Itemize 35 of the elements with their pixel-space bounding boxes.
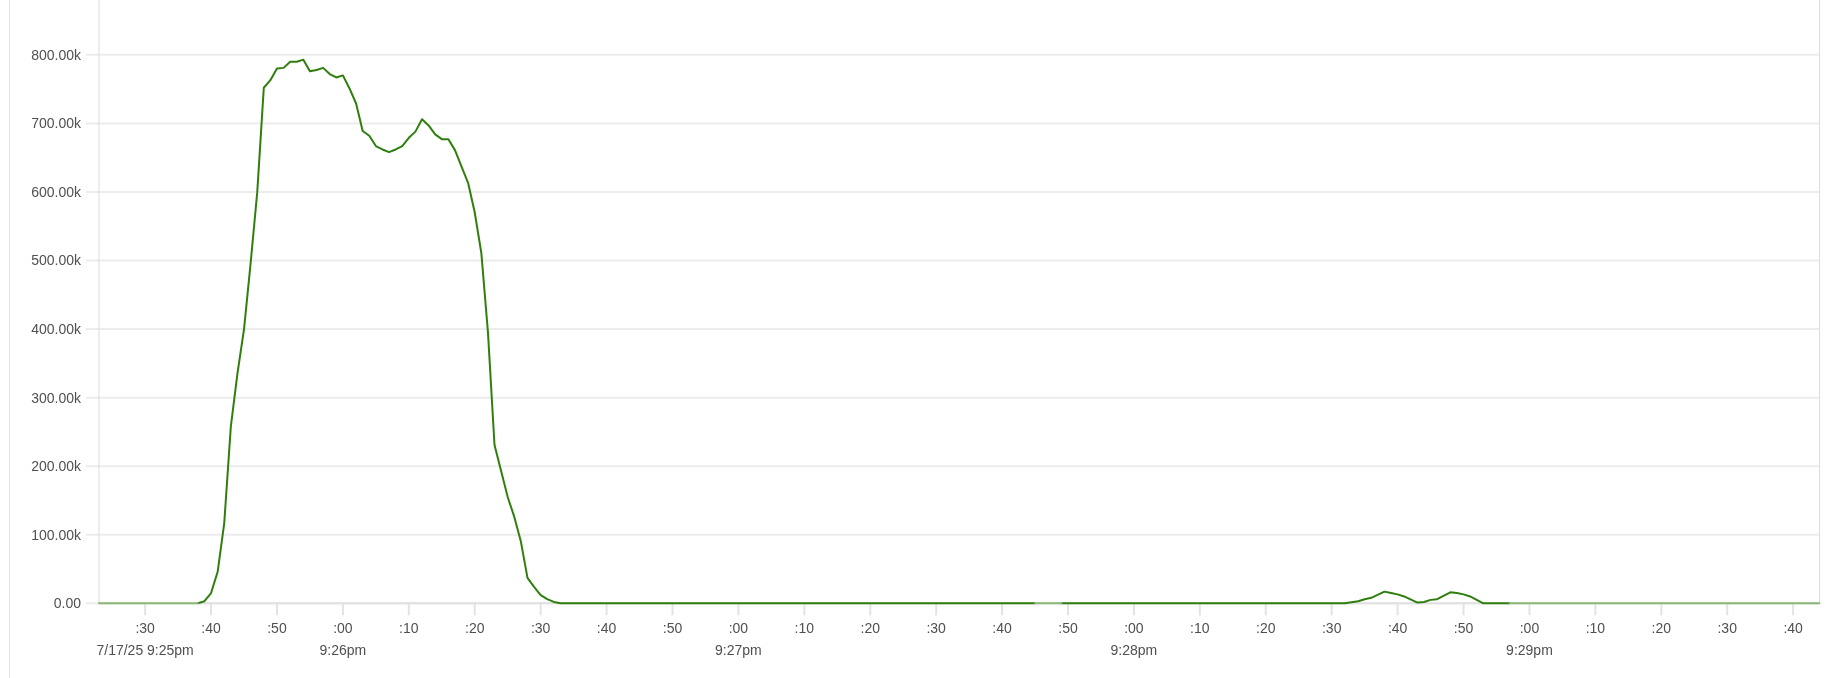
x-tick-label: :00 9:29pm (1506, 620, 1553, 659)
y-tick-label: 700.00k (31, 115, 82, 132)
x-tick-label: :00 9:27pm (715, 620, 762, 659)
x-tick-label: :40 (1387, 620, 1408, 637)
x-tick-label: :00 9:28pm (1110, 620, 1158, 659)
y-tick-label: 100.00k (31, 526, 82, 543)
y-tick-label: 500.00k (31, 252, 82, 269)
y-tick-label: 200.00k (31, 458, 82, 475)
x-tick-label: :30 (926, 620, 947, 637)
x-tick-label: :50 (662, 620, 683, 637)
x-tick-label: :40 (201, 620, 221, 637)
x-tick-label: :20 (1651, 620, 1672, 637)
x-tick-label: :40 (992, 620, 1013, 637)
x-tick-label: :00 9:26pm (319, 620, 367, 659)
x-tick-label: :20 (1256, 620, 1276, 637)
y-tick-label: 400.00k (31, 320, 82, 337)
x-tick-label: :30 (1717, 620, 1738, 637)
x-tick-label: :30 7/17/25 9:25pm (96, 620, 194, 659)
y-tick-label: 300.00k (31, 389, 82, 406)
x-tick-label: :50 (1453, 620, 1474, 637)
y-tick-label: 800.00k (31, 46, 82, 63)
x-tick-label: :10 (794, 620, 815, 637)
x-tick-label: :10 (1585, 620, 1606, 637)
x-tick-label: :50 (1058, 620, 1078, 637)
x-tick-label: :10 (1190, 620, 1210, 637)
x-tick-label: :20 (465, 620, 485, 637)
x-tick-label: :50 (267, 620, 287, 637)
x-tick-label: :10 (399, 620, 419, 637)
y-tick-label: 600.00k (31, 183, 82, 200)
x-tick-label: :20 (860, 620, 881, 637)
x-tick-label: :40 (1783, 620, 1804, 637)
x-tick-label: :30 (1321, 620, 1342, 637)
x-tick-label: :30 (530, 620, 551, 637)
y-tick-label: 0.00 (53, 595, 82, 612)
x-tick-label: :40 (596, 620, 617, 637)
